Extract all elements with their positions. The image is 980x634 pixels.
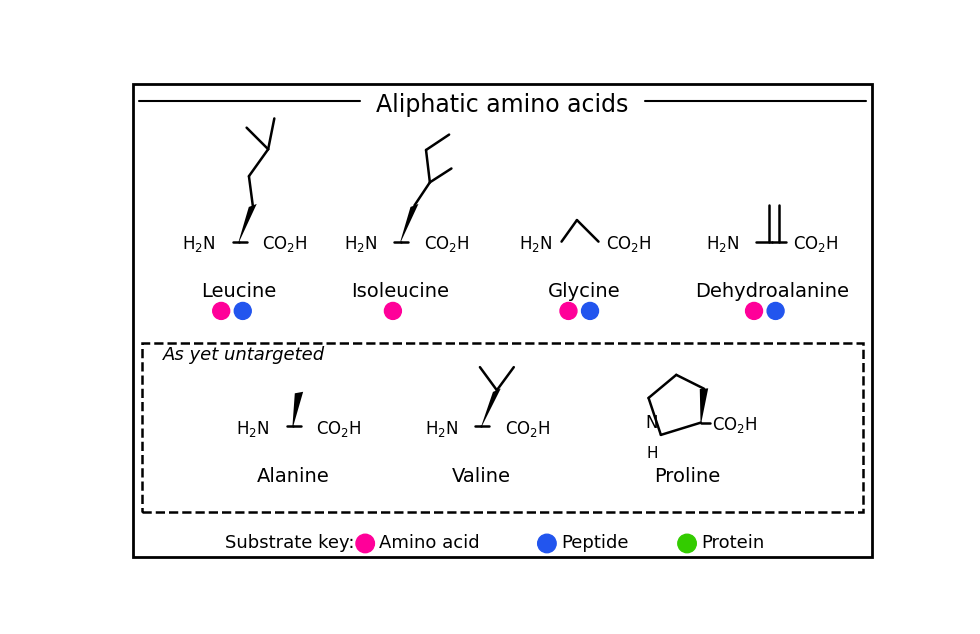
Text: Proline: Proline: [654, 467, 720, 486]
Circle shape: [538, 534, 557, 553]
Text: Dehydroalanine: Dehydroalanine: [695, 282, 849, 301]
Circle shape: [213, 302, 229, 320]
Circle shape: [234, 302, 251, 320]
Text: Leucine: Leucine: [201, 282, 276, 301]
Text: Aliphatic amino acids: Aliphatic amino acids: [376, 93, 628, 117]
Circle shape: [384, 302, 402, 320]
Text: Glycine: Glycine: [549, 282, 621, 301]
Circle shape: [560, 302, 577, 320]
Polygon shape: [700, 388, 709, 423]
Text: Peptide: Peptide: [561, 534, 628, 552]
Text: H$_2$N: H$_2$N: [344, 234, 377, 254]
Circle shape: [678, 534, 697, 553]
Text: N: N: [645, 414, 658, 432]
Circle shape: [767, 302, 784, 320]
Polygon shape: [481, 389, 501, 427]
Text: Valine: Valine: [452, 467, 511, 486]
Text: H$_2$N: H$_2$N: [706, 234, 740, 254]
Text: H$_2$N: H$_2$N: [236, 418, 270, 439]
Text: As yet untargeted: As yet untargeted: [164, 346, 325, 363]
Circle shape: [581, 302, 599, 320]
Text: CO$_2$H: CO$_2$H: [505, 418, 550, 439]
Text: H: H: [646, 446, 658, 461]
Polygon shape: [400, 204, 418, 242]
Text: CO$_2$H: CO$_2$H: [262, 234, 308, 254]
Text: CO$_2$H: CO$_2$H: [316, 418, 362, 439]
Text: Substrate key:: Substrate key:: [225, 534, 355, 552]
Text: Alanine: Alanine: [257, 467, 329, 486]
Text: CO$_2$H: CO$_2$H: [711, 415, 758, 435]
Text: H$_2$N: H$_2$N: [182, 234, 216, 254]
Text: Protein: Protein: [701, 534, 764, 552]
Circle shape: [746, 302, 762, 320]
Text: Amino acid: Amino acid: [379, 534, 479, 552]
Text: CO$_2$H: CO$_2$H: [607, 234, 652, 254]
Polygon shape: [238, 204, 257, 242]
Circle shape: [356, 534, 374, 553]
Text: H$_2$N: H$_2$N: [518, 234, 553, 254]
Polygon shape: [292, 392, 303, 427]
Text: H$_2$N: H$_2$N: [425, 418, 459, 439]
Text: CO$_2$H: CO$_2$H: [423, 234, 469, 254]
Text: CO$_2$H: CO$_2$H: [794, 234, 839, 254]
Text: Isoleucine: Isoleucine: [352, 282, 450, 301]
Bar: [142, 342, 862, 512]
